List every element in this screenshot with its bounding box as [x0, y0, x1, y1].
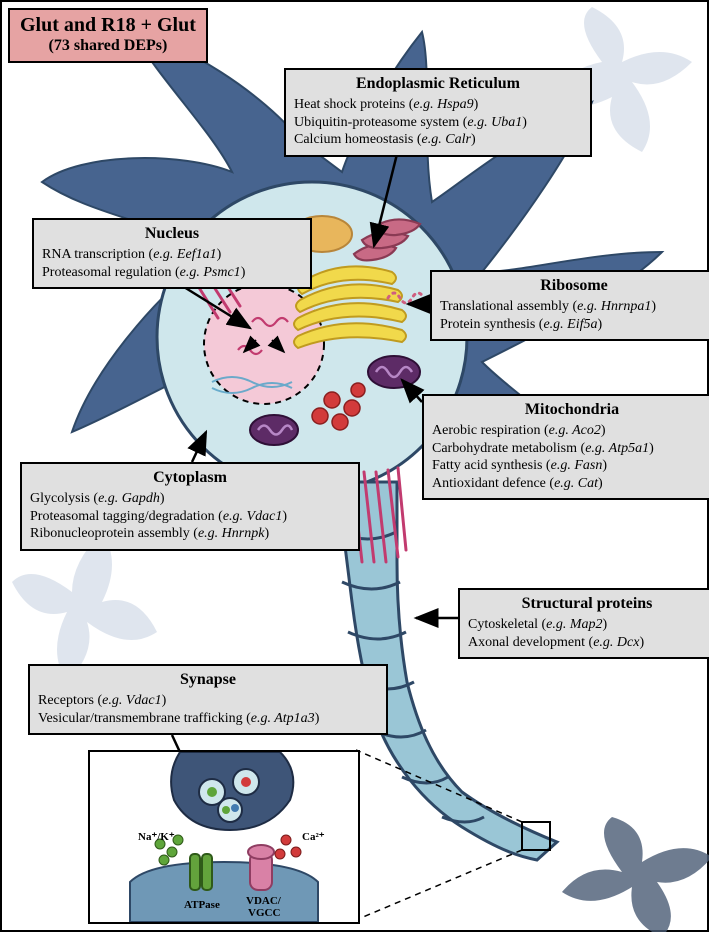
callout-cytoplasm: Cytoplasm Glycolysis (e.g. Gapdh) Protea… [20, 462, 360, 551]
callout-nucleus: Nucleus RNA transcription (e.g. Eef1a1) … [32, 218, 312, 289]
callout-mitochondria: Mitochondria Aerobic respiration (e.g. A… [422, 394, 709, 500]
atpase-icon [190, 854, 212, 890]
title-line-2: (73 shared DEPs) [20, 37, 196, 55]
callout-line: Glycolysis (e.g. Gapdh) [30, 490, 350, 508]
callout-line: Fatty acid synthesis (e.g. Fasn) [432, 457, 709, 475]
inset-label-vdac1: VDAC/ [246, 895, 282, 907]
vdac-icon [248, 845, 274, 890]
callout-er: Endoplasmic Reticulum Heat shock protein… [284, 68, 592, 157]
callout-line: Cytoskeletal (e.g. Map2) [468, 616, 706, 634]
callout-line: Ubiquitin-proteasome system (e.g. Uba1) [294, 114, 582, 132]
diagram-stage: Glut and R18 + Glut (73 shared DEPs) End… [0, 0, 709, 932]
callout-heading: Endoplasmic Reticulum [294, 74, 582, 94]
callout-heading: Mitochondria [432, 400, 709, 420]
callout-heading: Cytoplasm [30, 468, 350, 488]
callout-ribosome: Ribosome Translational assembly (e.g. Hn… [430, 270, 709, 341]
callout-structural: Structural proteins Cytoskeletal (e.g. M… [458, 588, 709, 659]
synapse-inset: Na⁺/K⁺ Ca²⁺ ATPase VDAC/ VGCC [88, 750, 360, 924]
title-badge: Glut and R18 + Glut (73 shared DEPs) [8, 8, 208, 63]
callout-line: Ribonucleoprotein assembly (e.g. Hnrnpk) [30, 525, 350, 543]
inset-label-vdac2: VGCC [248, 907, 280, 919]
callout-line: Antioxidant defence (e.g. Cat) [432, 475, 709, 493]
callout-line: Vesicular/transmembrane trafficking (e.g… [38, 710, 378, 728]
synapse-inset-svg: Na⁺/K⁺ Ca²⁺ ATPase VDAC/ VGCC [90, 752, 358, 922]
callout-synapse: Synapse Receptors (e.g. Vdac1) Vesicular… [28, 664, 388, 735]
callout-line: Calcium homeostasis (e.g. Calr) [294, 131, 582, 149]
callout-line: Receptors (e.g. Vdac1) [38, 692, 378, 710]
ghost-neuron-dark [562, 817, 709, 932]
callout-line: Proteasomal tagging/degradation (e.g. Vd… [30, 508, 350, 526]
callout-line: RNA transcription (e.g. Eef1a1) [42, 246, 302, 264]
callout-line: Proteasomal regulation (e.g. Psmc1) [42, 264, 302, 282]
inset-label-nak: Na⁺/K⁺ [138, 831, 175, 843]
callout-heading: Synapse [38, 670, 378, 690]
title-line-1: Glut and R18 + Glut [20, 14, 196, 37]
callout-line: Translational assembly (e.g. Hnrnpa1) [440, 298, 708, 316]
inset-label-ca: Ca²⁺ [302, 831, 325, 843]
inset-label-atpase: ATPase [184, 899, 220, 911]
callout-heading: Structural proteins [468, 594, 706, 614]
callout-heading: Nucleus [42, 224, 302, 244]
callout-line: Aerobic respiration (e.g. Aco2) [432, 422, 709, 440]
callout-line: Carbohydrate metabolism (e.g. Atp5a1) [432, 440, 709, 458]
callout-line: Axonal development (e.g. Dcx) [468, 634, 706, 652]
callout-line: Heat shock proteins (e.g. Hspa9) [294, 96, 582, 114]
callout-line: Protein synthesis (e.g. Eif5a) [440, 316, 708, 334]
callout-heading: Ribosome [440, 276, 708, 296]
